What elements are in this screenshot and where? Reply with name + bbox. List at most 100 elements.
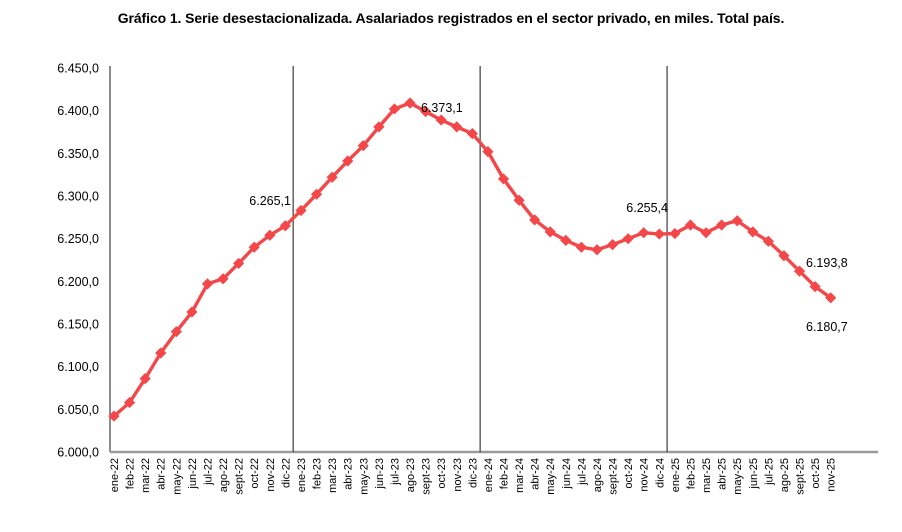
x-tick-label: oct-23 (436, 458, 448, 489)
x-tick-label: feb-24 (499, 458, 511, 489)
data-point-marker (279, 220, 291, 232)
data-point-marker (388, 103, 401, 115)
data-point-marker (342, 155, 354, 167)
data-point-marker (700, 227, 712, 239)
chart-title: Gráfico 1. Serie desestacionalizada. Asa… (117, 10, 785, 26)
data-point-marker (264, 229, 276, 241)
data-point-marker (451, 121, 463, 133)
data-point-marker (435, 114, 447, 126)
x-tick-label: jul-23 (389, 458, 401, 486)
x-tick-label: feb-25 (685, 458, 697, 489)
y-tick-label: 6.300,0 (57, 190, 99, 204)
data-point-marker (108, 410, 120, 422)
x-tick-label: may-23 (358, 458, 370, 495)
x-tick-label: abr-24 (530, 458, 542, 490)
x-tick-label: oct-24 (623, 458, 635, 489)
data-point-marker (404, 97, 416, 109)
x-tick-label: abr-23 (343, 458, 355, 490)
x-tick-label: jul-25 (763, 458, 775, 486)
data-point-marker (638, 227, 650, 239)
y-tick-label: 6.400,0 (57, 104, 99, 118)
data-point-marker (295, 204, 307, 217)
series-line (112, 101, 832, 418)
x-tick-label: oct-25 (810, 458, 822, 489)
data-point-marker (669, 227, 681, 240)
x-tick-label: ago-24 (592, 458, 604, 492)
data-point-marker (544, 226, 556, 238)
data-point-marker (123, 396, 136, 409)
data-point-marker (310, 188, 323, 200)
data-point-marker (373, 121, 385, 133)
x-tick-label: abr-22 (156, 458, 168, 490)
x-tick-label: jun-22 (187, 458, 199, 490)
x-tick-label: sept-25 (795, 458, 807, 495)
data-point-marker (778, 250, 790, 262)
data-point-marker (326, 171, 338, 183)
x-tick-label: jul-22 (202, 458, 214, 486)
x-tick-label: dic-24 (654, 458, 666, 488)
x-tick-label: may-25 (732, 458, 744, 495)
data-point-marker (653, 228, 665, 240)
x-tick-label: ene-25 (670, 458, 682, 492)
x-tick-label: mar-25 (701, 458, 713, 493)
data-point-marker (248, 241, 260, 253)
data-point-marker (560, 234, 572, 246)
x-tick-label: oct-22 (249, 458, 261, 489)
data-point-marker (420, 105, 432, 118)
data-point-marker (357, 140, 369, 152)
data-point-marker (809, 281, 821, 293)
x-tick-label: mar-24 (514, 458, 526, 493)
data-point-marker (186, 306, 198, 318)
data-point-marker (170, 326, 182, 338)
data-point-marker (762, 235, 774, 247)
data-point-marker (731, 215, 743, 227)
x-tick-label: ene-23 (296, 458, 308, 492)
y-tick-label: 6.000,0 (57, 446, 99, 460)
x-tick-label: ago-22 (218, 458, 230, 492)
y-tick-label: 6.050,0 (57, 403, 99, 417)
x-tick-label: may-24 (545, 458, 557, 495)
point-label: 6.265,1 (249, 194, 291, 208)
x-tick-label: ene-22 (109, 458, 121, 492)
x-tick-label: jun-24 (561, 458, 573, 490)
data-point-marker (201, 278, 214, 290)
data-point-marker (155, 347, 167, 359)
data-point-marker (217, 273, 229, 285)
point-label: 6.255,4 (626, 201, 668, 215)
data-point-marker (825, 292, 837, 304)
x-tick-label: dic-22 (280, 458, 292, 488)
x-tick-label: sept-23 (421, 458, 433, 495)
data-point-marker (793, 265, 806, 277)
x-tick-label: mar-22 (140, 458, 152, 493)
x-tick-label: ago-23 (405, 458, 417, 492)
x-tick-label: may-22 (171, 458, 183, 495)
y-tick-label: 6.100,0 (57, 360, 99, 374)
data-point-marker (747, 226, 759, 238)
x-tick-label: feb-23 (312, 458, 324, 489)
data-point-marker (606, 239, 619, 251)
x-tick-label: nov-25 (826, 458, 838, 492)
data-point-marker (591, 244, 603, 256)
x-tick-label: dic-23 (467, 458, 479, 488)
data-point-marker (513, 194, 525, 206)
x-tick-label: feb-22 (125, 458, 137, 489)
x-tick-label: nov-24 (639, 458, 651, 492)
data-point-marker (684, 219, 697, 231)
x-tick-label: jun-25 (748, 458, 760, 490)
data-point-marker (716, 219, 728, 231)
x-tick-label: sept-24 (608, 458, 620, 495)
x-tick-label: sept-22 (234, 458, 246, 495)
point-label: 6.373,1 (421, 101, 463, 115)
data-point-marker (233, 257, 245, 270)
y-tick-label: 6.350,0 (57, 147, 99, 161)
x-tick-label: ene-24 (483, 458, 495, 492)
y-tick-label: 6.250,0 (57, 232, 99, 246)
x-tick-label: jun-23 (374, 458, 386, 490)
data-point-marker (622, 233, 634, 245)
point-label: 6.193,8 (806, 256, 848, 270)
data-point-marker (482, 146, 494, 158)
x-tick-label: nov-23 (452, 458, 464, 492)
data-point-marker (466, 128, 478, 140)
